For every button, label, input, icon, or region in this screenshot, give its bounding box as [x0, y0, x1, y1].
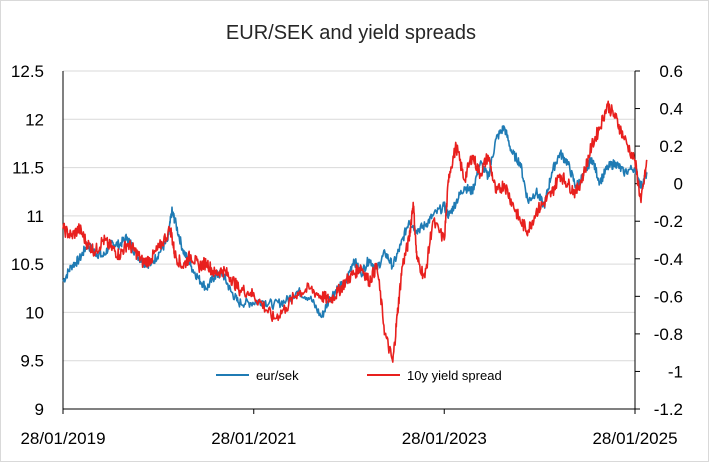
- series-line-yield-spread: [62, 100, 648, 363]
- y-right-tick-label: 0: [674, 175, 683, 194]
- legend: eur/sek 10y yield spread: [216, 368, 502, 383]
- y-right-tick-label: -0.2: [654, 212, 683, 231]
- x-tick-label: 28/01/2021: [211, 429, 296, 448]
- y-right-tick-label: 0.6: [659, 62, 683, 81]
- y-right-tick-label: -1.2: [654, 400, 683, 419]
- y-right-tick-label: 0.2: [659, 137, 683, 156]
- series-line-eur-sek: [62, 125, 648, 319]
- legend-label: 10y yield spread: [407, 368, 502, 383]
- chart-title: EUR/SEK and yield spreads: [226, 22, 476, 44]
- y-left-tick-label: 12.5: [11, 62, 44, 81]
- axes: 9 9.5 10 10.5 11 11.5 12 12.5 -1.2 -1 -0.8 -0.6 -0.4…: [11, 62, 683, 448]
- series-lines: [62, 100, 648, 363]
- y-left-tick-label: 10.5: [11, 255, 44, 274]
- y-left-tick-label: 9.5: [20, 352, 44, 371]
- legend-label: eur/sek: [256, 368, 299, 383]
- y-right-tick-label: -0.6: [654, 287, 683, 306]
- gridlines: [63, 70, 635, 410]
- y-left-tick-label: 11: [26, 207, 44, 226]
- y-right-tick-label: -1: [668, 362, 683, 381]
- y-right-tick-label: -0.4: [654, 250, 683, 269]
- x-tick-label: 28/01/2025: [592, 429, 677, 448]
- y-left-tick-label: 9: [35, 400, 44, 419]
- y-left-tick-label: 12: [25, 110, 44, 129]
- y-left-tick-label: 11.5: [12, 159, 44, 178]
- x-tick-label: 28/01/2023: [402, 429, 487, 448]
- x-tick-label: 28/01/2019: [20, 429, 105, 448]
- y-left-tick-label: 10: [25, 303, 44, 322]
- y-right-tick-label: -0.8: [654, 325, 683, 344]
- y-right-tick-label: 0.4: [659, 100, 683, 119]
